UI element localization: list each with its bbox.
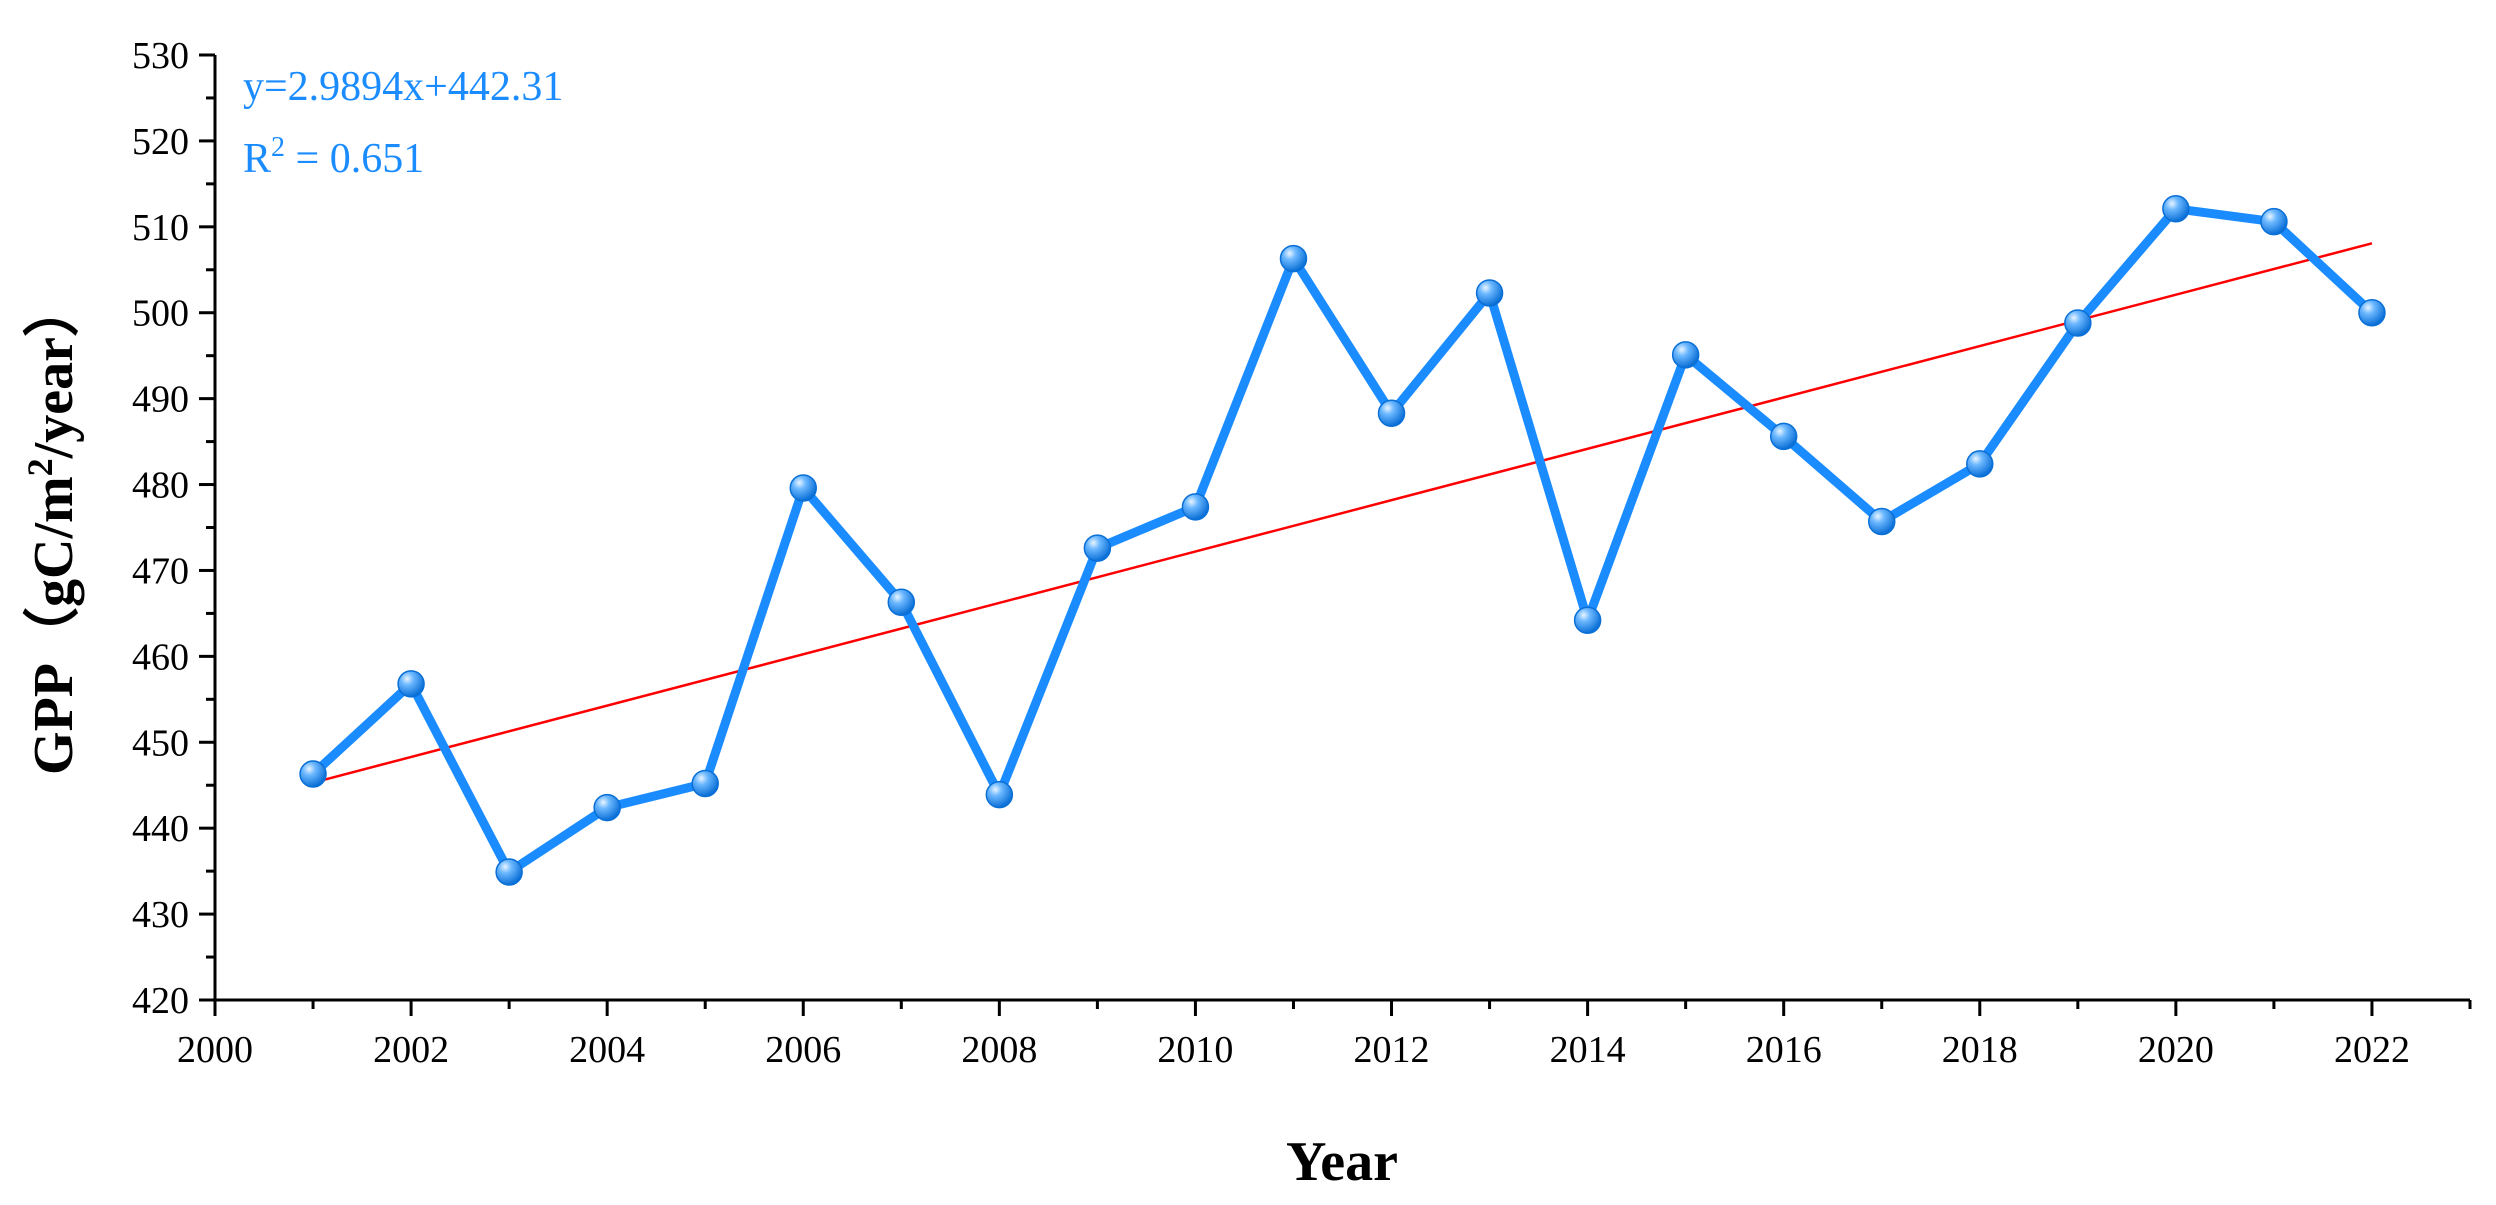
y-tick-label: 500: [132, 293, 189, 335]
x-tick-label: 2004: [569, 1029, 645, 1071]
x-tick-label: 2002: [373, 1029, 449, 1071]
markers-group: [299, 195, 2386, 886]
x-tick-label: 2014: [1550, 1029, 1626, 1071]
data-point: [2260, 207, 2288, 236]
series-line: [308, 204, 2377, 877]
data-point: [2162, 195, 2190, 223]
data-point: [2358, 298, 2386, 327]
data-point: [593, 793, 621, 822]
x-tick-label: 2006: [765, 1029, 841, 1071]
data-point: [1671, 341, 1700, 369]
r2-value: = 0.651: [285, 136, 424, 182]
data-point: [1181, 493, 1210, 521]
trendline: [312, 242, 2373, 784]
data-point: [887, 588, 916, 616]
data-point: [1475, 279, 1504, 307]
x-tick-label: 2022: [2334, 1029, 2410, 1071]
y-tick-label: 510: [132, 207, 189, 249]
data-point: [1966, 450, 1994, 478]
y-tick-label: 440: [132, 808, 189, 850]
y-tick-label: 480: [132, 465, 189, 507]
series-line-group: [308, 204, 2377, 877]
x-tick-label: 2016: [1746, 1029, 1822, 1071]
y-tick-label: 520: [132, 121, 189, 163]
x-tick-label: 2018: [1942, 1029, 2018, 1071]
y-axis-title-superscript: 2: [20, 458, 60, 476]
x-tick-label: 2012: [1354, 1029, 1430, 1071]
y-axis-title: GPP（gC/m2/year）: [20, 281, 85, 775]
data-point: [691, 769, 719, 798]
x-tick-label: 2020: [2138, 1029, 2214, 1071]
y-tick-label: 450: [132, 722, 189, 764]
y-tick-label: 420: [132, 980, 189, 1022]
data-point: [397, 670, 425, 698]
y-tick-label: 490: [132, 379, 189, 421]
y-axis-title-main: GPP（gC/m: [22, 476, 85, 775]
x-tick-label: 2000: [177, 1029, 253, 1071]
y-tick-label: 430: [132, 894, 189, 936]
data-point: [495, 858, 523, 886]
r-squared-label: R2 = 0.651: [243, 132, 424, 182]
data-point: [1083, 534, 1112, 562]
r2-superscript: 2: [271, 132, 285, 163]
y-axis-title-tail: /year）: [22, 281, 85, 459]
data-point: [1377, 399, 1406, 427]
data-point: [985, 780, 1014, 809]
r2-prefix: R: [243, 136, 271, 182]
y-tick-label: 530: [132, 35, 189, 77]
x-tick-label: 2010: [1157, 1029, 1233, 1071]
data-point: [1573, 606, 1602, 635]
x-tick-label: 2008: [961, 1029, 1037, 1071]
y-tick-label: 470: [132, 550, 189, 592]
data-point: [1769, 422, 1798, 451]
data-point: [1279, 244, 1308, 273]
x-ticks-group: 2000 2002 2004 2006 2008 2010 2012 2014 2016 2018…: [177, 1000, 2472, 1071]
y-tick-label: 460: [132, 636, 189, 678]
y-ticks-group: 420 430 440 450 460 470 480 490 500 510 520 530: [132, 35, 215, 1022]
data-point: [1867, 507, 1896, 536]
data-point: [789, 474, 818, 502]
equation-label: y=2.9894x+442.31: [243, 64, 563, 110]
x-axis-title: Year: [1286, 1131, 1398, 1193]
data-point: [2064, 309, 2092, 337]
data-point: [299, 760, 327, 788]
trendline-group: [312, 242, 2373, 784]
